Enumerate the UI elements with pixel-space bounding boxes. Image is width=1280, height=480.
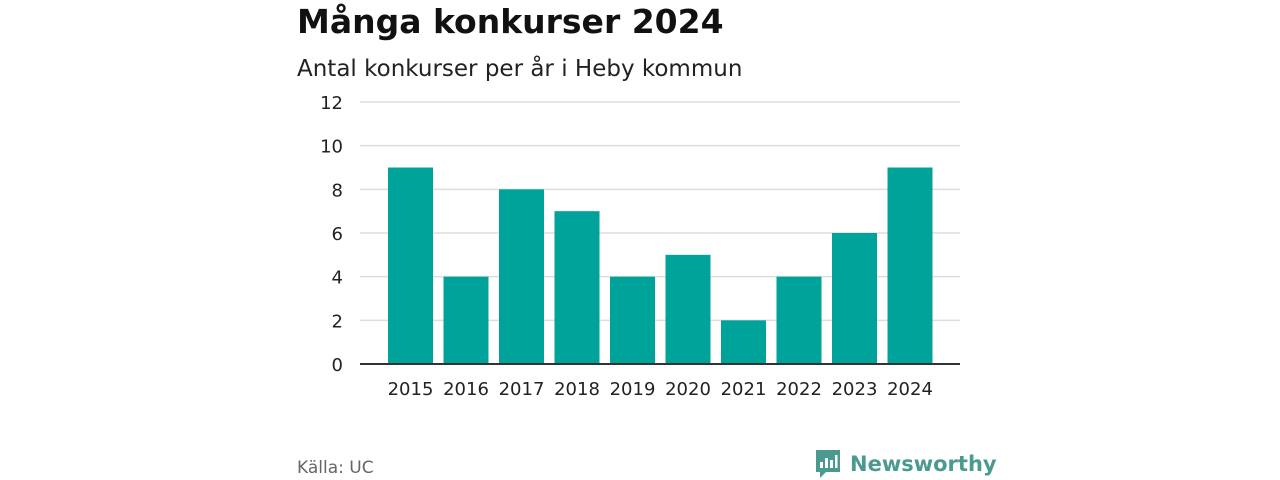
bar-2019 [610, 276, 655, 364]
bar-2021 [721, 320, 766, 364]
y-tick-label: 4 [332, 268, 343, 289]
bar-2020 [665, 254, 711, 364]
brand-logo: Newsworthy [814, 448, 997, 480]
bars [388, 167, 933, 364]
y-tick-label: 12 [320, 93, 343, 114]
y-tick-label: 8 [332, 180, 343, 201]
y-tick-label: 2 [332, 311, 343, 332]
x-axis-ticks: 2015 2016 2017 2018 2019 2020 2021 2022 2023 2024 [388, 379, 933, 400]
bar-2024 [887, 167, 933, 364]
x-tick-label: 2019 [610, 379, 656, 400]
bar-2018 [554, 211, 600, 364]
y-tick-label: 0 [332, 355, 343, 376]
x-tick-label: 2018 [554, 379, 600, 400]
source-note: Källa: UC [297, 458, 374, 478]
y-tick-label: 6 [332, 224, 343, 245]
bar-2022 [776, 276, 822, 364]
bar-2023 [832, 233, 877, 364]
x-tick-label: 2020 [665, 379, 711, 400]
x-tick-label: 2024 [887, 379, 933, 400]
bar-2015 [388, 167, 433, 364]
newsworthy-logo-icon [816, 450, 840, 478]
brand-name: Newsworthy [850, 452, 997, 476]
bar-2016 [443, 276, 489, 364]
chart-subtitle: Antal konkurser per år i Heby kommun [297, 56, 743, 82]
bar-2017 [499, 189, 544, 364]
x-tick-label: 2021 [721, 379, 767, 400]
y-tick-label: 10 [320, 137, 343, 158]
x-tick-label: 2022 [776, 379, 822, 400]
x-tick-label: 2017 [499, 379, 545, 400]
x-tick-label: 2016 [443, 379, 489, 400]
x-tick-label: 2023 [832, 379, 878, 400]
chart-title: Många konkurser 2024 [297, 2, 724, 41]
y-axis-ticks: 0 2 4 6 8 10 12 [320, 93, 343, 376]
x-tick-label: 2015 [388, 379, 434, 400]
